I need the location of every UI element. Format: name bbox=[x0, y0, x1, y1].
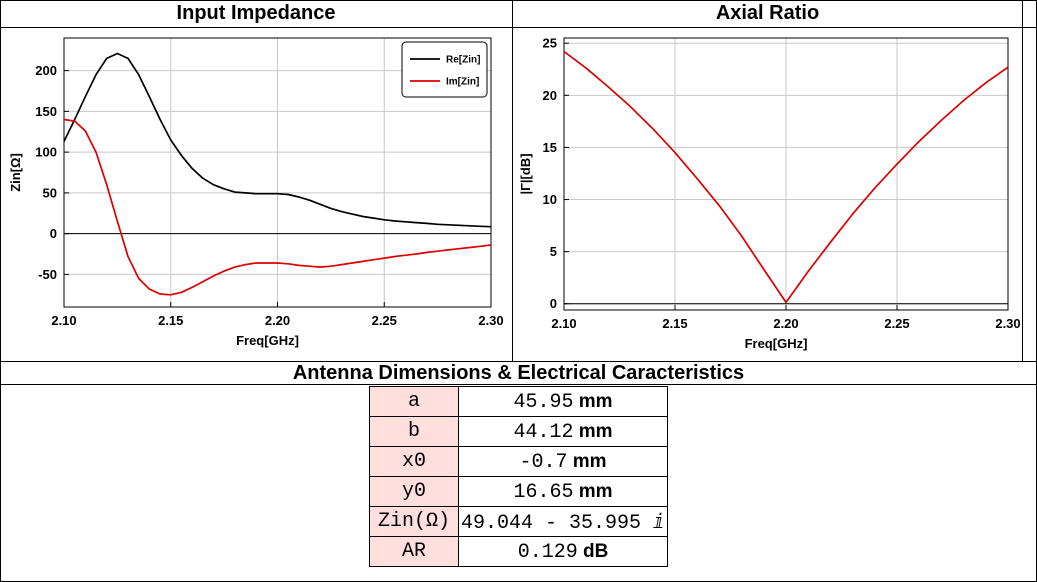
parameter-name: y0 bbox=[369, 476, 459, 507]
parameter-value-cell: 49.044 - 35.995 ⅈ bbox=[458, 506, 668, 537]
y-tick-label: 0 bbox=[50, 226, 57, 241]
x-tick-label: 2.20 bbox=[773, 316, 798, 331]
x-axis-label: Freq[GHz] bbox=[745, 336, 808, 351]
legend-label: Im[Zin] bbox=[446, 77, 479, 88]
series-line-im-zin bbox=[63, 118, 492, 296]
parameter-value: 49.044 - 35.995 ⅈ bbox=[460, 511, 666, 535]
panel-divider bbox=[512, 0, 513, 362]
parameter-value-cell: 44.12 mm bbox=[458, 416, 668, 447]
x-tick-label: 2.15 bbox=[158, 313, 183, 328]
parameter-value: 45.95 bbox=[513, 390, 574, 414]
table-row: b 44.12 mm bbox=[369, 416, 668, 447]
x-tick-label: 2.30 bbox=[478, 313, 503, 328]
right-edge-divider bbox=[1022, 0, 1023, 362]
table-row: x0 -0.7 mm bbox=[369, 446, 668, 477]
table-row: Zin(Ω) 49.044 - 35.995 ⅈ bbox=[369, 506, 668, 537]
table-row: y0 16.65 mm bbox=[369, 476, 668, 507]
parameter-value-cell: -0.7 mm bbox=[458, 446, 668, 477]
parameter-name: AR bbox=[369, 536, 459, 567]
x-tick-label: 2.30 bbox=[995, 316, 1020, 331]
series-line-0 bbox=[563, 50, 1009, 304]
parameter-unit: mm bbox=[573, 390, 613, 412]
parameter-value-cell: 0.129 dB bbox=[458, 536, 668, 567]
table-header-divider bbox=[0, 384, 1037, 385]
y-tick-label: 20 bbox=[543, 88, 557, 103]
antenna-dimensions-table: a 45.95 mm b 44.12 mm x0 -0.7 mm y0 16.65 mm Zin… bbox=[369, 386, 668, 567]
left-panel-title: Input Impedance bbox=[176, 2, 336, 24]
y-tick-label: 0 bbox=[550, 296, 557, 311]
y-tick-label: 100 bbox=[35, 145, 57, 160]
y-tick-label: 150 bbox=[35, 104, 57, 119]
y-tick-label: 15 bbox=[543, 140, 557, 155]
parameter-unit: mm bbox=[573, 420, 613, 442]
y-tick-label: -50 bbox=[38, 267, 57, 282]
parameter-value-cell: 16.65 mm bbox=[458, 476, 668, 507]
y-axis-label: |Γ|[dB] bbox=[518, 153, 533, 194]
x-tick-label: 2.25 bbox=[884, 316, 909, 331]
parameter-unit: dB bbox=[577, 540, 609, 562]
parameter-name: Zin(Ω) bbox=[369, 506, 459, 537]
parameter-value: 44.12 bbox=[513, 420, 574, 444]
y-tick-label: 50 bbox=[43, 185, 57, 200]
parameter-value: -0.7 bbox=[519, 450, 568, 474]
x-tick-label: 2.25 bbox=[372, 313, 397, 328]
x-tick-label: 2.10 bbox=[551, 316, 576, 331]
y-tick-label: 5 bbox=[550, 244, 557, 259]
parameter-name: a bbox=[369, 386, 459, 417]
bottom-section-title: Antenna Dimensions & Electrical Caracter… bbox=[292, 362, 745, 384]
axial-ratio-chart: 2.10 2.15 2.20 2.25 2.30 0 5 10 15 20 25 Freq[GHz] |… bbox=[518, 36, 1021, 351]
y-tick-label: 10 bbox=[543, 192, 557, 207]
y-axis-label: Zin[Ω] bbox=[8, 153, 23, 192]
legend-box bbox=[401, 41, 488, 98]
table-row: a 45.95 mm bbox=[369, 386, 668, 417]
parameter-value: 0.129 bbox=[517, 540, 578, 564]
right-panel-title: Axial Ratio bbox=[715, 2, 820, 24]
x-tick-label: 2.10 bbox=[51, 313, 76, 328]
parameter-name: x0 bbox=[369, 446, 459, 477]
legend-label: Re[Zin] bbox=[446, 55, 480, 66]
x-tick-label: 2.20 bbox=[265, 313, 290, 328]
input-impedance-chart: 2.10 2.15 2.20 2.25 2.30 -50 0 50 100 150 200 Freq[… bbox=[8, 37, 504, 348]
parameter-value-cell: 45.95 mm bbox=[458, 386, 668, 417]
parameter-unit: mm bbox=[567, 450, 607, 472]
section-divider bbox=[0, 361, 1037, 362]
y-tick-label: 200 bbox=[35, 63, 57, 78]
series-line-re-zin bbox=[63, 52, 492, 228]
header-divider bbox=[0, 27, 1037, 28]
parameter-unit: mm bbox=[573, 480, 613, 502]
x-axis-label: Freq[GHz] bbox=[236, 333, 299, 348]
x-tick-label: 2.15 bbox=[662, 316, 687, 331]
table-row: AR 0.129 dB bbox=[369, 536, 668, 567]
parameter-name: b bbox=[369, 416, 459, 447]
y-tick-label: 25 bbox=[543, 36, 557, 51]
parameter-value: 16.65 bbox=[513, 480, 574, 504]
